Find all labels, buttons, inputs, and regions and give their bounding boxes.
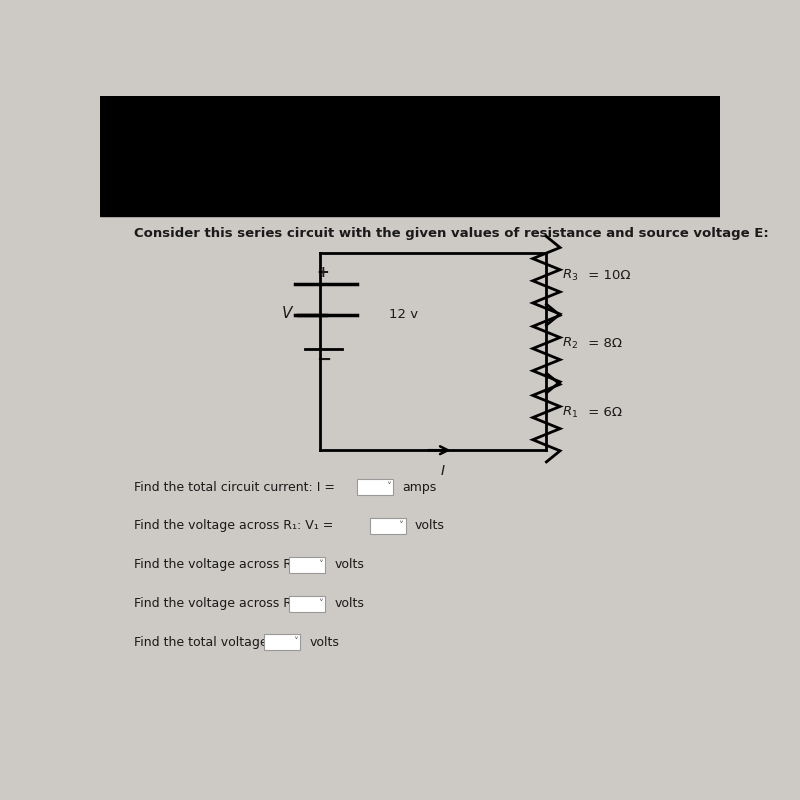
Text: volts: volts xyxy=(334,597,364,610)
Text: volts: volts xyxy=(415,519,445,533)
FancyBboxPatch shape xyxy=(289,557,325,573)
Text: ˅: ˅ xyxy=(398,521,403,531)
Text: = 6Ω: = 6Ω xyxy=(584,406,622,419)
Text: −: − xyxy=(316,350,330,369)
Text: Find the voltage across R₃:: Find the voltage across R₃: xyxy=(134,597,302,610)
Text: Find the total voltage:: Find the total voltage: xyxy=(134,636,272,649)
FancyBboxPatch shape xyxy=(264,634,300,650)
Text: amps: amps xyxy=(402,481,437,494)
Text: volts: volts xyxy=(334,558,364,571)
Text: = 8Ω: = 8Ω xyxy=(584,337,622,350)
Text: ˅: ˅ xyxy=(386,482,390,492)
Text: 12 v: 12 v xyxy=(390,307,418,321)
Text: Find the total circuit current: Ⅰ =: Find the total circuit current: Ⅰ = xyxy=(134,481,335,494)
FancyBboxPatch shape xyxy=(289,595,325,611)
Text: Consider this series circuit with the given values of resistance and source volt: Consider this series circuit with the gi… xyxy=(134,227,769,240)
FancyBboxPatch shape xyxy=(358,479,394,495)
Text: $V$: $V$ xyxy=(282,305,294,321)
Text: ˅: ˅ xyxy=(318,598,322,609)
Text: ˅: ˅ xyxy=(318,560,322,570)
Bar xyxy=(100,96,720,216)
Text: Find the voltage across R₁: V₁ =: Find the voltage across R₁: V₁ = xyxy=(134,519,334,533)
Text: Find the voltage across R₂:: Find the voltage across R₂: xyxy=(134,558,302,571)
Text: volts: volts xyxy=(310,636,339,649)
Text: +: + xyxy=(317,266,330,280)
Text: = 10Ω: = 10Ω xyxy=(584,270,630,282)
Text: $R_3$: $R_3$ xyxy=(562,268,578,283)
Text: ˅: ˅ xyxy=(293,638,298,647)
Text: $R_1$: $R_1$ xyxy=(562,405,578,420)
Text: $I$: $I$ xyxy=(440,464,446,478)
Text: $R_2$: $R_2$ xyxy=(562,336,578,351)
FancyBboxPatch shape xyxy=(370,518,406,534)
